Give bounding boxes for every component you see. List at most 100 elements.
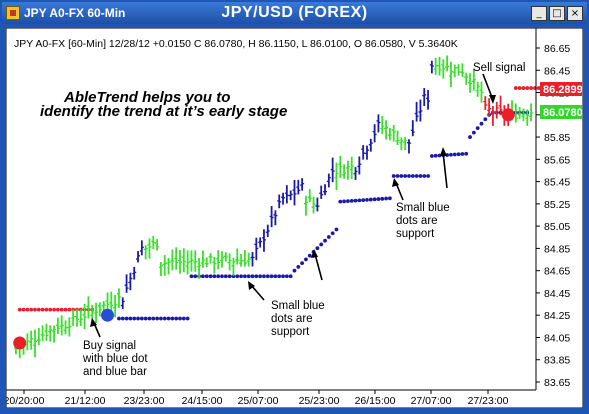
x-tick-label: 24/15:00	[182, 395, 223, 407]
support-dot	[189, 274, 194, 279]
support-dot	[399, 174, 404, 178]
support-dot	[395, 174, 400, 178]
support-dot	[201, 274, 205, 279]
support-dot	[449, 152, 453, 157]
resistance-dot	[525, 86, 530, 90]
support-dot	[281, 274, 285, 279]
support-dot	[128, 316, 133, 321]
y-tick-label: 84.05	[544, 332, 570, 344]
support-left-arrowhead-1	[248, 281, 255, 290]
support-left-arrow-1	[250, 284, 265, 301]
minimize-button[interactable]: _	[531, 6, 547, 21]
headline-line2: identify the trend at it’s early stage	[40, 103, 287, 120]
support-dot	[273, 274, 278, 279]
support-dot	[223, 274, 228, 279]
buy-signal-arrowhead	[90, 318, 97, 327]
support-dot	[254, 274, 259, 279]
y-tick-label: 84.65	[544, 266, 570, 278]
resistance-dot	[17, 307, 22, 312]
support-dot	[265, 274, 270, 279]
x-tick-label: 27/07:00	[411, 395, 452, 407]
sell-signal-label: Sell signal	[473, 62, 525, 74]
resistance-dot	[52, 307, 56, 312]
support-dot	[288, 274, 293, 279]
support-dot	[155, 316, 160, 321]
support-dot	[452, 152, 457, 157]
support-dot	[414, 174, 419, 178]
support-dot	[216, 274, 221, 279]
sell-level-badge	[540, 82, 582, 96]
price-chart[interactable]: 86.6586.4586.2586.0585.8585.6585.4585.25…	[4, 27, 584, 409]
support-dot	[277, 274, 282, 279]
buy-signal-label-1: Buy signal	[83, 340, 136, 352]
support-dot	[410, 174, 415, 178]
support-dot	[403, 174, 408, 178]
maximize-button[interactable]: □	[549, 6, 565, 21]
support-dot	[315, 246, 320, 251]
support-dot	[227, 274, 232, 279]
support-dot	[159, 316, 163, 321]
support-dot	[132, 316, 137, 321]
support-right-arrowhead-2	[440, 147, 447, 156]
sell-signal-dot	[501, 108, 515, 122]
y-tick-label: 84.85	[544, 243, 570, 255]
resistance-dot	[48, 307, 53, 312]
window-main-title: JPY/USD (FOREX)	[221, 4, 368, 21]
support-dot	[235, 274, 240, 279]
support-dot	[181, 316, 186, 321]
support-dot	[349, 198, 354, 203]
support-dot	[136, 316, 140, 321]
support-dot	[391, 174, 396, 178]
resistance-dot	[521, 86, 526, 90]
sell-signal-arrowhead	[489, 95, 496, 104]
support-dot	[326, 235, 331, 239]
support-dot	[120, 316, 125, 321]
support-dot	[456, 152, 461, 157]
close-button[interactable]: ×	[567, 6, 583, 21]
support-dot	[304, 257, 308, 262]
support-left-label-3: support	[271, 326, 310, 338]
support-dot	[357, 198, 362, 203]
resistance-dot	[33, 307, 37, 312]
y-tick-label: 86.65	[544, 43, 570, 55]
y-tick-label: 83.65	[544, 377, 570, 389]
title-bar[interactable]: JPY A0-FX 60-Min JPY/USD (FOREX) _ □ ×	[2, 2, 587, 24]
support-dot	[139, 316, 144, 321]
y-tick-label: 85.45	[544, 177, 570, 189]
support-dot	[162, 316, 167, 321]
support-dot	[426, 174, 430, 178]
x-tick-label: 21/12:00	[65, 395, 106, 407]
support-dot	[220, 274, 224, 279]
support-dot	[365, 197, 369, 202]
x-tick-label: 23/23:00	[124, 395, 165, 407]
support-dot	[292, 268, 297, 273]
resistance-dot	[513, 86, 518, 90]
resistance-dot	[29, 307, 34, 312]
support-dot	[204, 274, 209, 279]
chart-frame	[5, 27, 584, 409]
window-small-title: JPY A0-FX 60-Min	[24, 6, 126, 20]
support-dot	[468, 135, 472, 139]
support-dot	[372, 197, 377, 202]
support-dot	[433, 153, 438, 158]
resistance-dot	[36, 307, 41, 312]
support-left-arrow-2	[314, 253, 323, 281]
support-dot	[174, 316, 179, 321]
support-right-label-3: support	[396, 228, 435, 240]
last-price-value: 86.0780	[543, 107, 583, 119]
support-dot	[147, 316, 152, 321]
support-dot	[250, 274, 255, 279]
support-dot	[471, 130, 476, 135]
support-dot	[380, 196, 385, 201]
support-dot	[319, 242, 324, 247]
y-tick-label: 85.85	[544, 132, 570, 144]
y-tick-label: 83.85	[544, 355, 570, 367]
support-dot	[338, 199, 343, 204]
resistance-dot	[529, 86, 533, 90]
buy-signal-label-2: with blue dot	[82, 353, 148, 365]
support-dot	[246, 274, 251, 279]
resistance-dot	[63, 307, 68, 312]
support-dot	[479, 121, 484, 126]
support-dot	[185, 316, 190, 321]
last-price-badge	[540, 105, 582, 119]
